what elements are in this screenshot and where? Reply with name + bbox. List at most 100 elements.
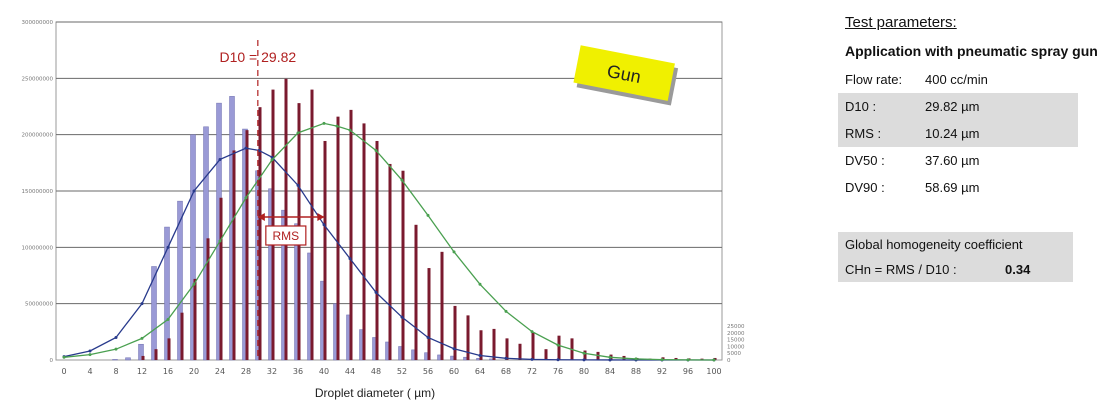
x-tick-label: 20 [189,367,199,376]
global-title: Global homogeneity coefficient [845,237,1023,252]
bar-red [310,89,314,360]
rms-label-box [265,225,307,246]
y-tick-label-right: 15000 [727,338,745,344]
volume-distribution-curve-point [270,158,274,162]
d10-label: D10 = 29.82 [219,49,296,65]
global-homogeneity-box: Global homogeneity coefficient CHn = RMS… [838,232,1073,282]
bar-red [440,251,444,360]
param-row-flow-rate: Flow rate: 400 cc/min [838,66,1078,93]
number-distribution-curve-point [192,189,196,193]
params-title: Test parameters: [845,14,957,31]
x-tick-label: 40 [319,367,329,376]
param-value: 400 cc/min [925,72,988,87]
x-tick-label: 0 [61,367,66,376]
number-distribution-curve-point [452,347,456,351]
x-tick-label: 16 [163,367,173,376]
x-tick-label: 48 [371,367,381,376]
bar-red [479,330,483,360]
bar-red [375,140,379,360]
number-distribution-curve-point [530,357,534,361]
number-distribution-curve-point [478,353,482,357]
volume-distribution-curve-point [348,128,352,132]
bar-blue [190,134,196,361]
param-value: 29.82 µm [925,99,980,114]
number-distribution-curve-point [348,257,352,261]
param-value: 37.60 µm [925,153,980,168]
global-value: 0.34 [1005,262,1031,277]
y-tick-label-right: 20000 [727,331,745,337]
volume-distribution-curve-point [504,309,508,313]
bar-red [505,338,509,360]
x-tick-label: 80 [579,367,589,376]
volume-distribution-curve-point [322,121,326,125]
x-tick-label: 56 [423,367,433,376]
number-distribution-curve-point [556,358,560,362]
x-tick-label: 76 [553,367,563,376]
x-tick-label: 96 [683,367,693,376]
volume-distribution-curve-point [192,282,196,286]
volume-distribution-curve-point [166,317,170,321]
volume-distribution-curve-point [140,336,144,340]
volume-distribution-curve-point [634,357,638,361]
y-tick-label-left: 0 [50,358,54,364]
droplet-size-chart: 0 50000000 100000000 150000000 200000000 2500… [22,20,745,400]
bar-red [492,328,496,360]
param-label: Flow rate: [845,72,903,87]
param-label: DV90 : [845,180,885,195]
y-tick-label-left: 100000000 [22,245,54,251]
x-axis-title: Droplet diameter ( µm) [315,386,435,400]
bar-red [180,312,184,360]
volume-distribution-curve-point [400,178,404,182]
x-tick-label: 64 [475,367,485,376]
number-distribution-curve-point [322,223,326,227]
number-distribution-curve-point [114,335,118,339]
rms-arrowhead-right [317,213,325,221]
bar-blue [151,266,157,361]
global-label: CHn = RMS / D10 : [845,262,957,277]
volume-distribution-curve-point [478,282,482,286]
bar-red [167,338,171,360]
chart-svg: 0 50000000 100000000 150000000 200000000 2500… [22,20,745,400]
volume-distribution-curve-point [374,148,378,152]
volume-distribution-curve-point [114,347,118,351]
number-distribution-curve-point [296,183,300,187]
bar-red [453,305,457,360]
rms-arrowhead-left [257,213,265,221]
bar-red [141,355,145,360]
bar-blue [138,343,144,361]
volume-distribution-curve-point [296,131,300,135]
bar-red [427,268,431,360]
bar-red [206,238,210,360]
number-distribution-curve-point [166,245,170,249]
param-label: DV50 : [845,153,885,168]
gun-sticker-box [573,45,675,101]
volume-distribution-curve-point [335,124,339,128]
volume-distribution-curve-point [218,239,222,243]
x-tick-label: 68 [501,367,511,376]
x-tick-label: 52 [397,367,407,376]
bar-red [232,150,236,360]
x-tick-label: 28 [241,367,251,376]
bar-red [245,130,249,360]
volume-distribution-curve-point [556,343,560,347]
y-tick-label-left: 200000000 [22,133,54,139]
x-tick-label: 72 [527,367,537,376]
gun-sticker: Gun [573,45,679,106]
bar-red [271,89,275,360]
bar-red [154,349,158,360]
bar-red [466,315,470,360]
volume-distribution-curve-point [686,358,690,362]
x-tick-label: 92 [657,367,667,376]
bar-red [544,349,548,360]
test-parameters-panel: Test parameters: Application with pneuma… [838,10,1098,201]
bar-red [401,170,405,360]
param-label: D10 : [845,99,877,114]
number-distribution-curve-point [270,155,274,159]
bar-red [362,123,366,361]
bar-red [284,78,288,360]
volume-distribution-curve-point [712,358,716,362]
x-tick-label: 24 [215,367,225,376]
bar-red [323,140,327,360]
param-row-d10: D10 : 29.82 µm [838,93,1078,120]
bar-blue [164,226,170,361]
